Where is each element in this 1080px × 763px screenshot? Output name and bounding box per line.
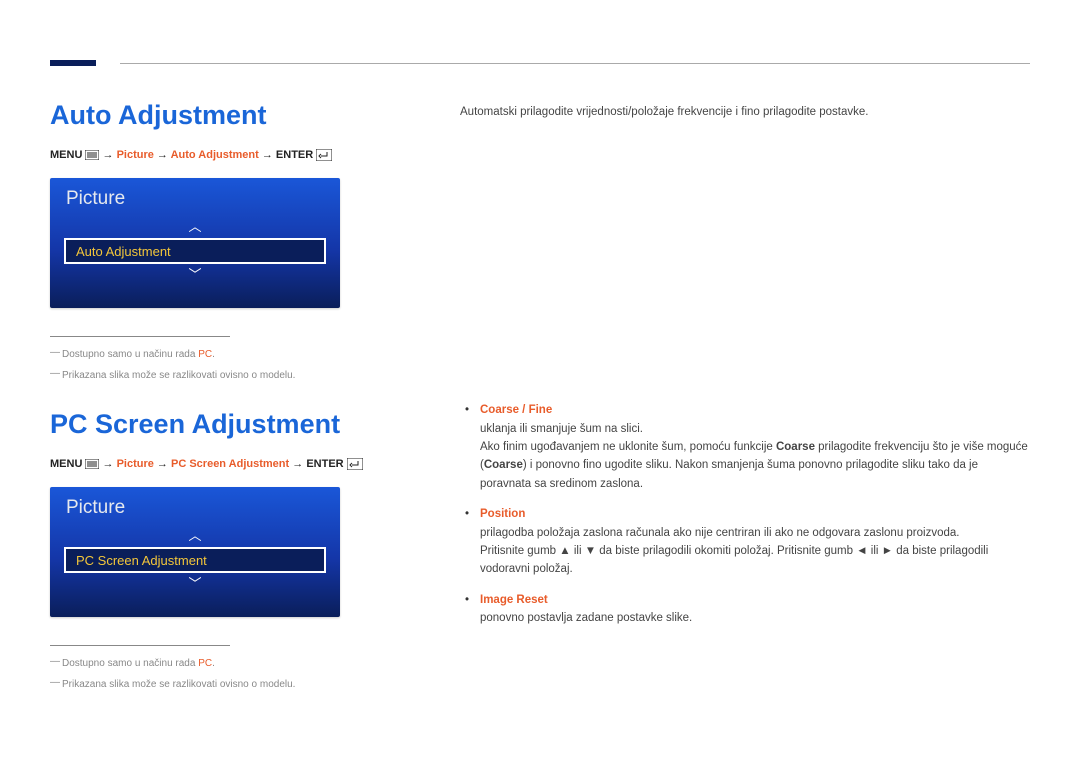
- b1-l2a: Ako finim ugođavanjem ne uklonite šum, p…: [480, 441, 776, 453]
- osd2-selected-item[interactable]: PC Screen Adjustment: [64, 547, 326, 573]
- bullet-image-reset: Image Reset ponovno postavlja zadane pos…: [460, 591, 1030, 628]
- osd2-title: Picture: [50, 487, 340, 525]
- intro-text: Automatski prilagodite vrijednosti/polož…: [460, 104, 1030, 121]
- bullet-position: Position prilagodba položaja zaslona rač…: [460, 505, 1030, 579]
- section2-breadcrumb: MENU → Picture → PC Screen Adjustment → …: [50, 458, 420, 473]
- right-column: Automatski prilagodite vrijednosti/polož…: [450, 100, 1030, 700]
- bc2-menu-label: MENU: [50, 458, 82, 470]
- section2-heading: PC Screen Adjustment: [50, 409, 420, 440]
- bc-menu-label: MENU: [50, 149, 82, 161]
- note2-suffix: .: [212, 658, 215, 669]
- section1-note-2: Prikazana slika može se razlikovati ovis…: [50, 370, 420, 381]
- enter-icon: [316, 149, 332, 164]
- b1-title: Coarse / Fine: [480, 404, 552, 416]
- bullets-list: Coarse / Fine uklanja ili smanjuje šum n…: [460, 401, 1030, 627]
- page-content: Auto Adjustment MENU → Picture → Auto Ad…: [50, 100, 1030, 700]
- bullet-coarse-fine: Coarse / Fine uklanja ili smanjuje šum n…: [460, 401, 1030, 493]
- note2-prefix: Dostupno samo u načinu rada: [62, 658, 198, 669]
- section2-notes-divider: [50, 645, 230, 646]
- bc-picture: Picture: [117, 149, 154, 161]
- b1-l2b: Coarse: [776, 441, 815, 453]
- section1-osd-panel: Picture ︿ Auto Adjustment ﹀: [50, 178, 340, 308]
- bc2-item: PC Screen Adjustment: [171, 458, 289, 470]
- b2-line2: Pritisnite gumb ▲ ili ▼ da biste prilago…: [480, 545, 988, 575]
- b1-l2d: Coarse: [484, 459, 523, 471]
- bc2-enter-label: ENTER: [306, 458, 343, 470]
- menu-icon: [85, 459, 99, 472]
- menu-icon: [85, 150, 99, 163]
- section1-heading: Auto Adjustment: [50, 100, 420, 131]
- section2-note-2: Prikazana slika može se razlikovati ovis…: [50, 679, 420, 690]
- osd1-selected-item[interactable]: Auto Adjustment: [64, 238, 326, 264]
- section1-note-1: Dostupno samo u načinu rada PC.: [50, 349, 420, 360]
- osd1-up-arrow-icon[interactable]: ︿: [50, 216, 340, 238]
- section1-breadcrumb: MENU → Picture → Auto Adjustment → ENTER: [50, 149, 420, 164]
- note1-pc: PC: [198, 349, 212, 360]
- osd1-down-arrow-icon[interactable]: ﹀: [50, 264, 340, 286]
- section2-osd-panel: Picture ︿ PC Screen Adjustment ﹀: [50, 487, 340, 617]
- page-top-mark: [50, 60, 96, 66]
- b3-title: Image Reset: [480, 594, 548, 606]
- bc2-picture: Picture: [117, 458, 154, 470]
- osd2-up-arrow-icon[interactable]: ︿: [50, 525, 340, 547]
- section2: PC Screen Adjustment MENU → Picture → PC…: [50, 409, 420, 690]
- note2-pc: PC: [198, 658, 212, 669]
- bc-item: Auto Adjustment: [171, 149, 259, 161]
- b2-title: Position: [480, 508, 525, 520]
- b1-l2e: ) i ponovno fino ugodite sliku. Nakon sm…: [480, 459, 978, 489]
- note1-suffix: .: [212, 349, 215, 360]
- section2-note-1: Dostupno samo u načinu rada PC.: [50, 658, 420, 669]
- b2-line1: prilagodba položaja zaslona računala ako…: [480, 527, 959, 539]
- osd2-down-arrow-icon[interactable]: ﹀: [50, 573, 340, 595]
- note1-prefix: Dostupno samo u načinu rada: [62, 349, 198, 360]
- left-column: Auto Adjustment MENU → Picture → Auto Ad…: [50, 100, 450, 700]
- section1-notes-divider: [50, 336, 230, 337]
- enter-icon: [347, 458, 363, 473]
- b1-line1: uklanja ili smanjuje šum na slici.: [480, 423, 643, 435]
- bc-enter-label: ENTER: [276, 149, 313, 161]
- osd1-title: Picture: [50, 178, 340, 216]
- page-top-rule: [120, 63, 1030, 64]
- b3-line1: ponovno postavlja zadane postavke slike.: [480, 612, 692, 624]
